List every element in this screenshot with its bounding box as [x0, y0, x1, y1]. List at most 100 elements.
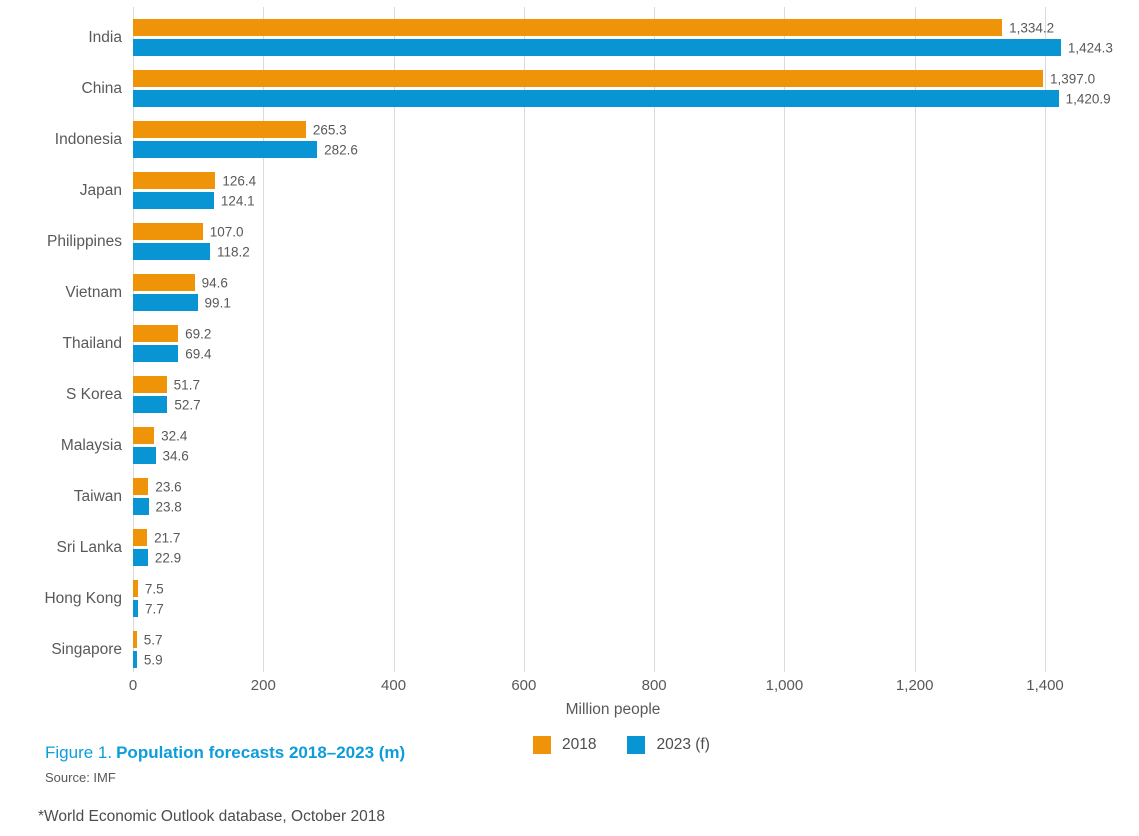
- bar-line: 94.6: [133, 274, 1139, 291]
- bar-group: 265.3 282.6: [133, 121, 1139, 172]
- bar-line: 23.8: [133, 498, 1139, 515]
- gridline: [914, 7, 916, 672]
- value-label: 1,334.2: [1009, 20, 1055, 35]
- gridline: [1045, 7, 1046, 672]
- chart-row: China 1,397.0 1,420.9: [0, 70, 1139, 121]
- chart-row: Singapore 5.7 5.9: [0, 631, 1139, 682]
- bar-2018: [133, 529, 148, 546]
- bar-line: 69.4: [133, 345, 1139, 362]
- legend-item-2023f: 2023 (f): [627, 736, 710, 754]
- bar-group: 51.7 52.7: [133, 376, 1139, 427]
- chart-row: Taiwan 23.6 23.8: [0, 478, 1139, 529]
- value-label: 5.9: [143, 652, 163, 667]
- value-label: 124.1: [220, 193, 255, 208]
- value-label: 69.2: [185, 326, 212, 341]
- legend-swatch-2023f: [627, 736, 646, 754]
- bar-2018: [133, 274, 195, 291]
- bar-2018: [133, 70, 1044, 87]
- chart-row: Philippines 107.0 118.2: [0, 223, 1139, 274]
- bar-2018: [133, 478, 149, 495]
- chart-row: Sri Lanka 21.7 22.9: [0, 529, 1139, 580]
- value-label: 23.8: [155, 499, 182, 514]
- category-label: India: [88, 28, 122, 46]
- bar-line: 107.0: [133, 223, 1139, 240]
- bar-line: 1,334.2: [133, 19, 1139, 36]
- bar-group: 1,397.0 1,420.9: [133, 70, 1139, 121]
- bar-group: 1,334.2 1,424.3: [133, 19, 1139, 70]
- value-label: 1,420.9: [1065, 91, 1111, 106]
- category-label: Sri Lanka: [56, 538, 122, 556]
- bar-line: 5.7: [133, 631, 1139, 648]
- bar-group: 32.4 34.6: [133, 427, 1139, 478]
- value-label: 118.2: [216, 244, 250, 259]
- bar-2023f: [133, 141, 318, 158]
- category-label: Indonesia: [54, 130, 122, 148]
- x-tick-label: 600: [511, 677, 537, 694]
- category-label: Vietnam: [65, 283, 122, 301]
- value-label: 22.9: [154, 550, 182, 565]
- bar-2023f: [133, 243, 210, 260]
- x-tick-label: 400: [381, 677, 407, 694]
- gridline: [523, 7, 525, 672]
- bar-2023f: [133, 549, 148, 566]
- value-label: 34.6: [162, 448, 189, 463]
- caption-prefix: Figure 1.: [45, 743, 113, 762]
- chart-row: Vietnam 94.6 99.1: [0, 274, 1139, 325]
- chart-row: Hong Kong 7.5 7.7: [0, 580, 1139, 631]
- category-label: Hong Kong: [44, 589, 122, 607]
- bar-2023f: [133, 294, 198, 311]
- bar-line: 52.7: [133, 396, 1139, 413]
- value-label: 94.6: [201, 275, 228, 290]
- category-label: China: [81, 79, 123, 97]
- gridline: [263, 7, 265, 672]
- bar-line: 23.6: [133, 478, 1139, 495]
- bar-line: 99.1: [133, 294, 1139, 311]
- bar-line: 51.7: [133, 376, 1139, 393]
- x-tick-label: 0: [128, 677, 138, 694]
- value-label: 99.1: [204, 295, 231, 310]
- bar-line: 34.6: [133, 447, 1139, 464]
- bar-line: 21.7: [133, 529, 1139, 546]
- chart-row: Indonesia 265.3 282.6: [0, 121, 1139, 172]
- x-tick-label: 1,000: [765, 677, 804, 694]
- bar-2023f: [133, 396, 168, 413]
- value-label: 69.4: [185, 346, 212, 361]
- bar-2023f: [133, 447, 156, 464]
- legend-swatch-2018: [533, 736, 551, 754]
- chart-row: India 1,334.2 1,424.3: [0, 19, 1139, 70]
- category-label: S Korea: [65, 385, 122, 403]
- bar-line: 69.2: [133, 325, 1139, 342]
- value-label: 51.7: [173, 377, 200, 392]
- bar-group: 107.0 118.2: [133, 223, 1139, 274]
- bar-2023f: [133, 39, 1061, 56]
- bar-line: 282.6: [133, 141, 1139, 158]
- chart-row: Japan 126.4 124.1: [0, 172, 1139, 223]
- bar-group: 69.2 69.4: [133, 325, 1139, 376]
- bar-line: 1,424.3: [133, 39, 1139, 56]
- value-label: 282.6: [324, 142, 358, 157]
- gridline: [654, 7, 656, 672]
- bar-2023f: [133, 192, 214, 209]
- chart-row: Thailand 69.2 69.4: [0, 325, 1139, 376]
- legend-label-2018: 2018: [562, 736, 597, 753]
- value-label: 126.4: [222, 173, 257, 188]
- x-tick-label: 1,200: [895, 677, 934, 694]
- bar-line: 7.7: [133, 600, 1139, 617]
- bar-line: 5.9: [133, 651, 1139, 668]
- bar-2018: [133, 631, 137, 648]
- value-label: 107.0: [209, 224, 244, 239]
- bar-group: 7.5 7.7: [133, 580, 1139, 631]
- category-label: Singapore: [51, 640, 122, 658]
- bar-2023f: [133, 600, 139, 617]
- value-label: 7.7: [145, 601, 164, 616]
- bar-line: 124.1: [133, 192, 1139, 209]
- bar-2023f: [133, 651, 137, 668]
- bar-line: 22.9: [133, 549, 1139, 566]
- bar-group: 126.4 124.1: [133, 172, 1139, 223]
- bar-2018: [133, 172, 216, 189]
- bar-group: 23.6 23.8: [133, 478, 1139, 529]
- footnote: *World Economic Outlook database, Octobe…: [38, 808, 385, 825]
- chart-rows: India 1,334.2 1,424.3 China 1,397.0 1,420.9 In…: [0, 19, 1139, 682]
- bar-2018: [133, 19, 1003, 36]
- bar-2018: [133, 580, 138, 597]
